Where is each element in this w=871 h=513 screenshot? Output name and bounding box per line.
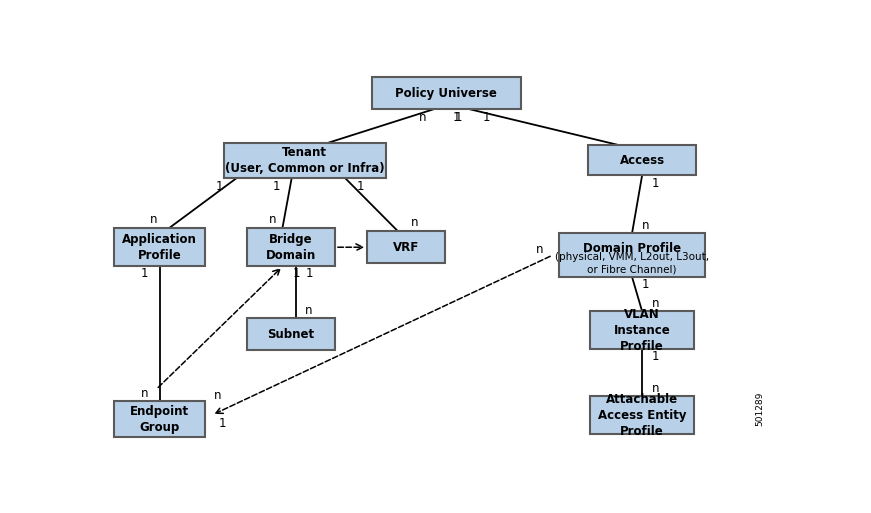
Text: 1: 1 <box>216 180 224 193</box>
Text: n: n <box>268 213 276 226</box>
Text: Bridge
Domain: Bridge Domain <box>266 233 316 262</box>
Text: 1: 1 <box>452 111 460 124</box>
Text: n: n <box>213 389 221 402</box>
FancyBboxPatch shape <box>114 401 205 437</box>
Text: n: n <box>411 216 419 229</box>
Text: 1: 1 <box>219 417 226 430</box>
FancyBboxPatch shape <box>590 311 694 349</box>
Text: 1: 1 <box>273 180 280 193</box>
Text: n: n <box>652 382 659 395</box>
Text: Subnet: Subnet <box>267 328 314 341</box>
FancyBboxPatch shape <box>224 143 386 178</box>
Text: Policy Universe: Policy Universe <box>395 87 497 100</box>
Text: Tenant
(User, Common or Infra): Tenant (User, Common or Infra) <box>225 146 384 175</box>
FancyBboxPatch shape <box>247 228 335 266</box>
FancyBboxPatch shape <box>588 146 696 175</box>
Text: 1: 1 <box>652 350 659 363</box>
Text: (physical, VMM, L2out, L3out,
or Fibre Channel): (physical, VMM, L2out, L3out, or Fibre C… <box>555 252 709 274</box>
Text: VRF: VRF <box>393 241 419 254</box>
Text: VLAN
Instance
Profile: VLAN Instance Profile <box>614 308 671 352</box>
FancyBboxPatch shape <box>590 397 694 434</box>
Text: Domain Profile: Domain Profile <box>583 242 681 255</box>
Text: n: n <box>642 219 649 232</box>
FancyBboxPatch shape <box>247 318 335 350</box>
Text: n: n <box>419 111 426 124</box>
FancyBboxPatch shape <box>372 77 521 109</box>
Text: Access: Access <box>619 154 665 167</box>
Text: 1: 1 <box>293 267 300 280</box>
Text: 1: 1 <box>305 267 313 281</box>
FancyBboxPatch shape <box>114 228 205 266</box>
Text: n: n <box>536 243 543 255</box>
Text: n: n <box>305 304 313 317</box>
FancyBboxPatch shape <box>559 233 705 277</box>
FancyBboxPatch shape <box>367 231 445 263</box>
Text: n: n <box>141 387 148 400</box>
Text: Attachable
Access Entity
Profile: Attachable Access Entity Profile <box>598 392 686 438</box>
Text: 1: 1 <box>652 176 659 189</box>
Text: 501289: 501289 <box>756 392 765 426</box>
Text: n: n <box>652 297 659 310</box>
Text: n: n <box>150 213 158 226</box>
Text: 1: 1 <box>141 267 148 281</box>
Text: Endpoint
Group: Endpoint Group <box>130 405 189 433</box>
Text: 1: 1 <box>642 278 649 291</box>
Text: 1: 1 <box>455 111 463 124</box>
Text: Application
Profile: Application Profile <box>122 233 197 262</box>
Text: 1: 1 <box>483 111 490 124</box>
Text: 1: 1 <box>357 180 364 193</box>
